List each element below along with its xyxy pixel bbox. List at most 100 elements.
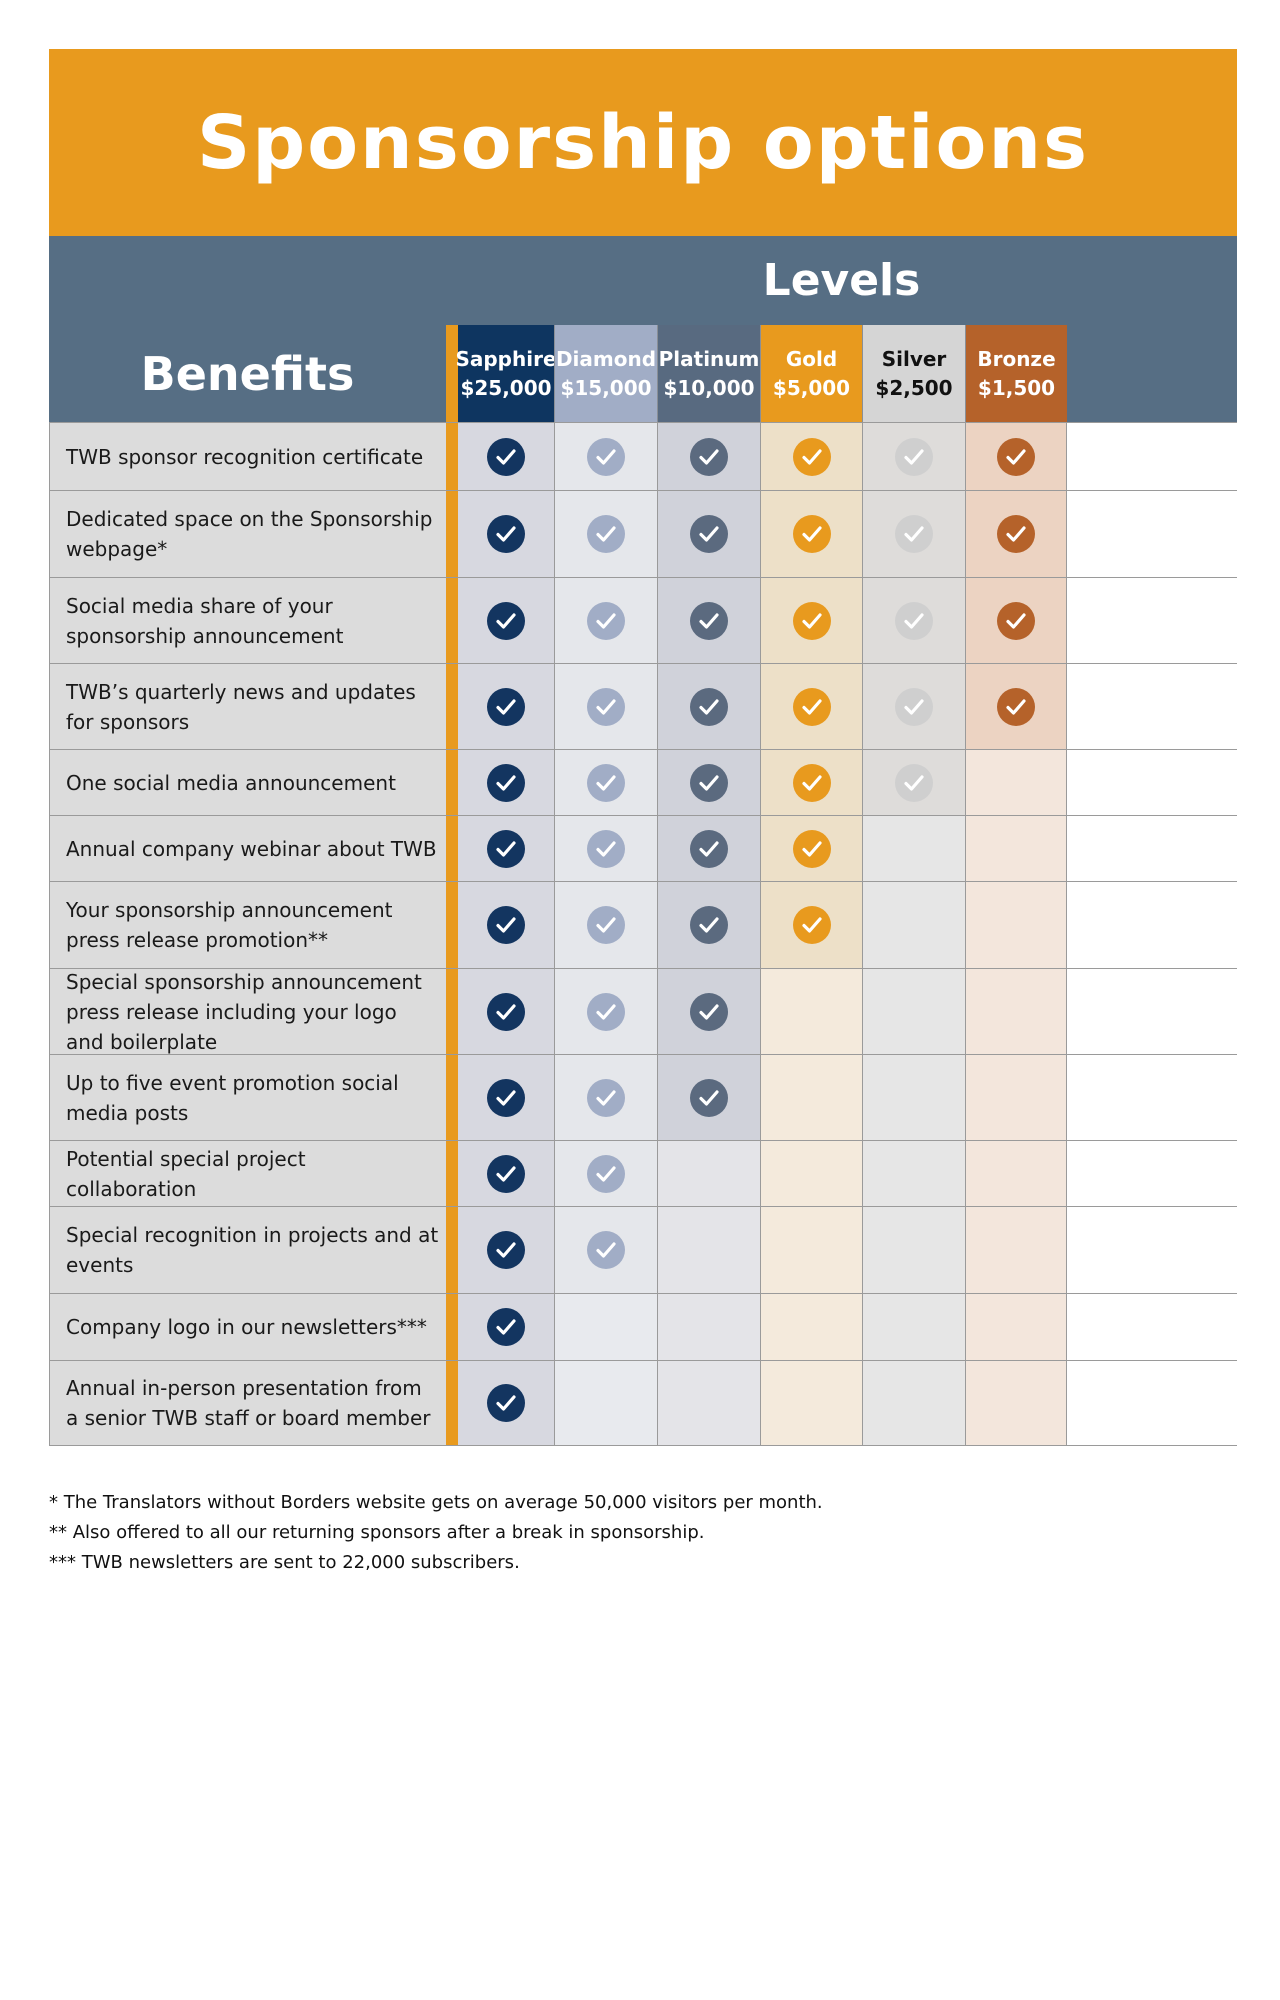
- table-row: Annual company webinar about TWB: [49, 815, 1237, 881]
- check-icon: [487, 1308, 525, 1346]
- accent-stripe: [446, 1055, 458, 1140]
- accent-stripe: [446, 578, 458, 663]
- check-glyph: [596, 1165, 616, 1182]
- check-icon: [587, 601, 625, 640]
- cell-bronze: [965, 882, 1067, 968]
- check-icon: [690, 601, 728, 640]
- title-banner: Sponsorship options: [49, 49, 1237, 236]
- cell-bronze: [965, 491, 1067, 577]
- table-row: Up to five event promotion social media …: [49, 1054, 1237, 1140]
- cell-silver: [862, 750, 965, 815]
- benefit-label: Annual company webinar about TWB: [49, 816, 446, 881]
- level-name: Sapphire: [455, 346, 557, 371]
- sponsorship-table: Sponsorship options Levels Benefits Sapp…: [49, 49, 1237, 1446]
- cell-bronze: [965, 1294, 1067, 1360]
- cell-platinum: [657, 1207, 760, 1293]
- check-glyph: [699, 526, 719, 542]
- check-glyph: [801, 612, 822, 629]
- check-icon: [487, 906, 525, 944]
- level-name: Bronze: [977, 346, 1056, 371]
- check-glyph: [496, 774, 516, 791]
- level-price: $2,500: [875, 375, 953, 400]
- check-glyph: [699, 698, 719, 715]
- check-icon: [997, 601, 1035, 640]
- accent-stripe: [446, 1141, 458, 1206]
- check-glyph: [801, 917, 822, 933]
- cell-diamond: [554, 1207, 657, 1293]
- cell-gold: [760, 1294, 862, 1360]
- cell-platinum: [657, 969, 760, 1054]
- check-icon: [997, 437, 1035, 476]
- benefit-label: Up to five event promotion social media …: [49, 1055, 446, 1140]
- check-glyph: [596, 1242, 616, 1258]
- check-icon: [895, 437, 933, 476]
- cell-sapphire: [458, 1141, 554, 1206]
- check-glyph: [496, 1003, 516, 1020]
- check-glyph: [699, 917, 719, 933]
- check-glyph: [904, 526, 924, 542]
- check-glyph: [904, 448, 924, 465]
- check-glyph: [596, 612, 616, 629]
- levels-title: Levels: [762, 255, 921, 306]
- check-glyph: [904, 698, 924, 715]
- check-glyph: [1006, 698, 1026, 715]
- cell-platinum: [657, 664, 760, 749]
- check-icon: [487, 763, 525, 802]
- accent-stripe: [446, 664, 458, 749]
- accent-stripe: [446, 1207, 458, 1293]
- check-glyph: [496, 1242, 516, 1258]
- cell-sapphire: [458, 664, 554, 749]
- cell-gold: [760, 491, 862, 577]
- cell-gold: [760, 816, 862, 881]
- cell-bronze: [965, 1055, 1067, 1140]
- accent-stripe: [446, 750, 458, 815]
- cell-sapphire: [458, 969, 554, 1054]
- cell-platinum: [657, 578, 760, 663]
- accent-stripe: [446, 491, 458, 577]
- accent-stripe: [446, 882, 458, 968]
- level-header-diamond: Diamond $15,000: [554, 325, 657, 422]
- level-header-sapphire: Sapphire $25,000: [455, 325, 557, 422]
- cell-sapphire: [458, 423, 554, 490]
- check-icon: [487, 1154, 525, 1193]
- check-glyph: [596, 774, 616, 791]
- benefit-label: Social media share of your sponsorship a…: [49, 578, 446, 663]
- check-icon: [792, 437, 831, 476]
- check-icon: [487, 1384, 525, 1422]
- cell-silver: [862, 1141, 965, 1206]
- cell-diamond: [554, 750, 657, 815]
- benefit-label: Potential special project collaboration: [49, 1141, 446, 1206]
- check-icon: [690, 992, 728, 1031]
- cell-diamond: [554, 423, 657, 490]
- check-icon: [997, 515, 1035, 553]
- cell-silver: [862, 578, 965, 663]
- level-header-gold: Gold $5,000: [760, 325, 862, 422]
- check-glyph: [1006, 448, 1026, 465]
- benefits-title: Benefits: [140, 346, 355, 401]
- cell-silver: [862, 882, 965, 968]
- check-glyph: [801, 774, 822, 791]
- check-glyph: [496, 917, 516, 933]
- cell-silver: [862, 664, 965, 749]
- check-glyph: [699, 1089, 719, 1106]
- accent-stripe: [446, 1294, 458, 1360]
- cell-platinum: [657, 491, 760, 577]
- cell-sapphire: [458, 578, 554, 663]
- benefit-label: Your sponsorship announcement press rele…: [49, 882, 446, 968]
- check-icon: [895, 763, 933, 802]
- cell-sapphire: [458, 1055, 554, 1140]
- level-header-bronze: Bronze $1,500: [965, 325, 1067, 422]
- check-glyph: [596, 526, 616, 542]
- cell-platinum: [657, 882, 760, 968]
- cell-platinum: [657, 423, 760, 490]
- check-icon: [587, 992, 625, 1031]
- check-icon: [487, 687, 525, 726]
- check-glyph: [801, 840, 822, 857]
- benefit-label: One social media announcement: [49, 750, 446, 815]
- cell-silver: [862, 969, 965, 1054]
- check-glyph: [596, 448, 616, 465]
- cell-platinum: [657, 1055, 760, 1140]
- cell-gold: [760, 1141, 862, 1206]
- cell-sapphire: [458, 816, 554, 881]
- level-name: Platinum: [658, 346, 760, 371]
